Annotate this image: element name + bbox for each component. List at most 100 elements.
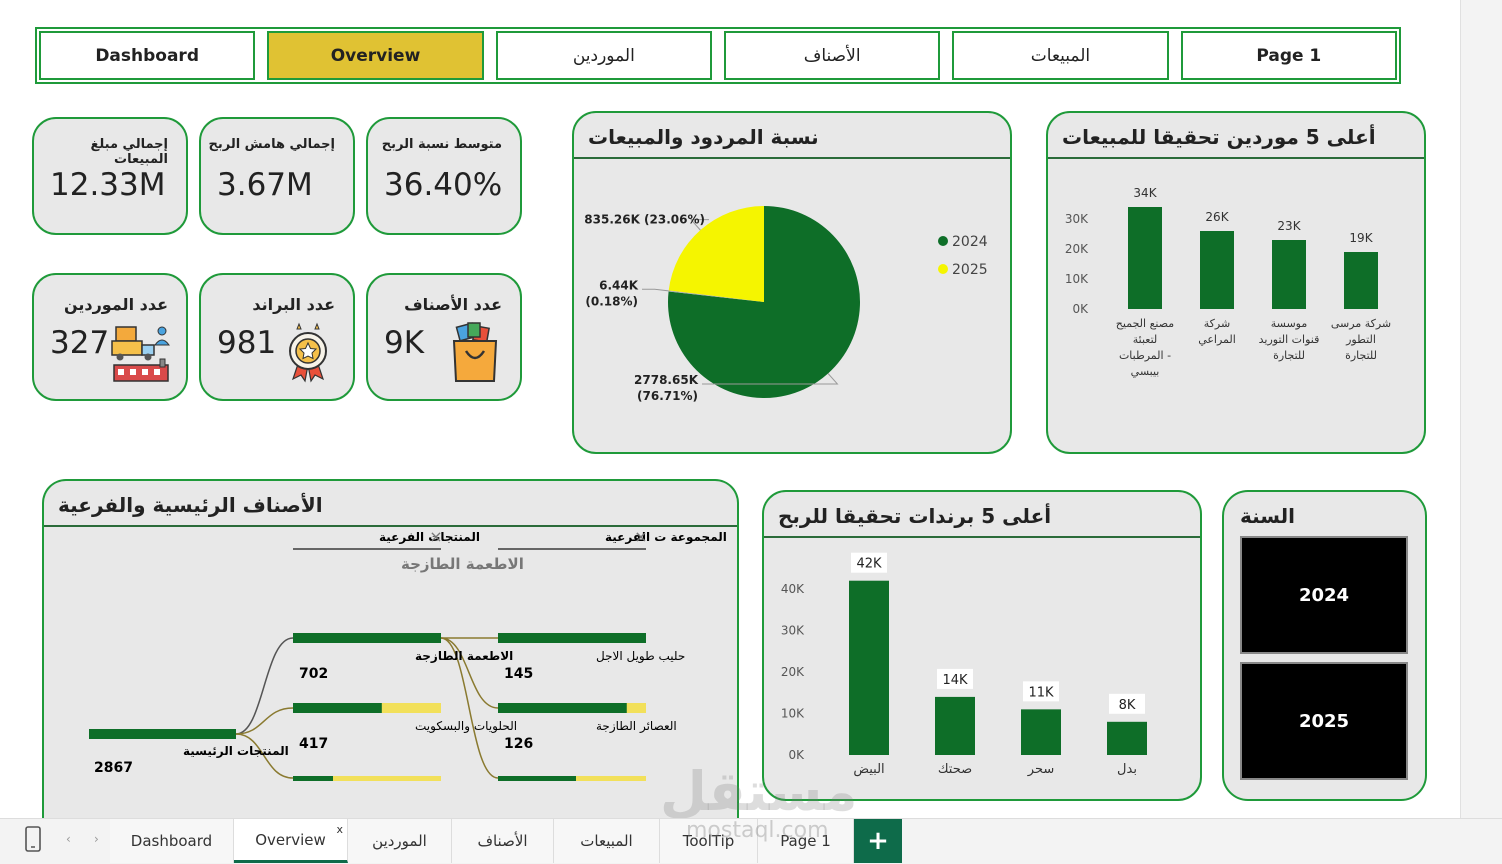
tab-categories[interactable]: الأصناف (452, 819, 554, 863)
bar[interactable] (1107, 721, 1147, 755)
pie-data-label: (76.71%) (637, 389, 698, 403)
bar[interactable] (1200, 231, 1234, 309)
category-label: لتعبئة (1133, 333, 1158, 346)
tab-page1[interactable]: Page 1 (758, 819, 854, 863)
report-canvas: Dashboard Overview الموردين الأصناف المب… (32, 27, 1427, 818)
kpi-value: 3.67M (217, 167, 313, 203)
kpi-value: 981 (217, 325, 277, 361)
categories-tree-panel: الأصناف الرئيسية والفرعية المنتجات الفرع… (42, 479, 739, 818)
nav-sales-button[interactable]: المبيعات (952, 31, 1169, 80)
top-navigation: Dashboard Overview الموردين الأصناف المب… (35, 27, 1401, 84)
nav-dashboard-button[interactable]: Dashboard (39, 31, 256, 80)
top-brands-panel: أعلى 5 برندات تحقيقا للربح 0K 10K 20K 30K 40… (762, 490, 1202, 801)
pie-slice-2025[interactable] (668, 206, 764, 302)
category-label: للتجارة (1345, 349, 1377, 362)
panel-title: أعلى 5 برندات تحقيقا للربح (764, 492, 1200, 538)
filter-label: المجموعة ت الفرعية (605, 530, 727, 545)
top-suppliers-bar-chart[interactable]: 0K 10K 20K 30K 34K مصنع الجميح لتعبئة المرطبات … (1048, 159, 1426, 454)
returns-sales-pie-panel: نسبة المردود والمبيعات 2778.65K (76.71%) 8… (572, 111, 1012, 454)
tree-level1: الاطعمة الطازجة 702 الحلويات والبسكويت 417 (293, 633, 517, 752)
category-label: قنوات التوريد (1259, 333, 1320, 346)
category-label: مصنع الجميح (1116, 317, 1174, 330)
y-tick-label: 20K (1065, 242, 1089, 256)
leader-line (689, 219, 709, 231)
nav-suppliers-button[interactable]: الموردين (495, 31, 712, 80)
data-label: 19K (1349, 231, 1373, 245)
category-label: التطور (1345, 333, 1376, 346)
bar[interactable] (1128, 207, 1162, 309)
pie-slice-other[interactable] (668, 290, 764, 302)
tab-suppliers[interactable]: الموردين (348, 819, 452, 863)
y-tick-label: 20K (781, 665, 805, 679)
nav-page1-button[interactable]: Page 1 (1180, 31, 1397, 80)
kpi-label: إجمالي هامش الربح (208, 137, 335, 152)
node-label: الاطعمة الطازجة (415, 649, 513, 663)
bar[interactable] (1272, 240, 1306, 309)
shopping-bag-icon (452, 322, 498, 382)
category-label: بدل (1117, 762, 1137, 777)
tab-overview[interactable]: Overview x (234, 819, 348, 863)
bar[interactable] (935, 696, 975, 755)
data-label-box (1109, 693, 1145, 714)
data-label: 23K (1277, 219, 1301, 233)
tab-tooltip[interactable]: ToolTip (660, 819, 758, 863)
data-label: 8K (1119, 698, 1136, 713)
top-brands-bar-chart[interactable]: 0K 10K 20K 30K 40K 42K البيض 14K صحتك 11K سحر 8K بدل (764, 538, 1202, 801)
y-tick-label: 0K (1072, 302, 1089, 316)
category-label: المراعي (1198, 333, 1236, 346)
leader-line (642, 288, 669, 292)
node-label: المنتجات الرئيسية (183, 744, 289, 758)
pie-data-label: (0.18%) (585, 294, 638, 308)
nav-categories-button[interactable]: الأصناف (723, 31, 941, 80)
kpi-label: إجمالي مبلغ المبيعات (90, 137, 168, 167)
brand-badge-icon (289, 322, 327, 383)
tree-node-level2[interactable]: العصائر الطازجة 126 (498, 703, 677, 752)
close-icon[interactable]: x (336, 823, 343, 836)
kpi-avg-margin: متوسط نسبة الربح 36.40% (366, 117, 522, 235)
right-pane-strip (1460, 0, 1502, 818)
node-value: 702 (299, 666, 328, 682)
pie-chart[interactable]: 2778.65K (76.71%) 835.26K (23.06%) 6.44K (0.… (574, 159, 1012, 454)
data-label: 26K (1205, 210, 1229, 224)
tree-node-partial (293, 776, 646, 781)
node-value: 2867 (94, 760, 133, 776)
year-2025-button[interactable]: 2025 (1240, 662, 1408, 780)
scroll-right-icon[interactable]: › (94, 832, 99, 846)
mobile-layout-icon[interactable] (22, 825, 44, 855)
category-label: موسسة (1271, 317, 1308, 330)
tree-node-root[interactable]: المنتجات الرئيسية 2867 (89, 729, 289, 776)
tab-dashboard[interactable]: Dashboard (110, 819, 234, 863)
year-2024-button[interactable]: 2024 (1240, 536, 1408, 654)
data-label: 14K (942, 673, 968, 688)
tree-node-level1[interactable]: الاطعمة الطازجة 702 (293, 633, 513, 682)
year-slicer-panel: السنة 2024 2025 (1222, 490, 1427, 801)
node-label: العصائر الطازجة (596, 719, 677, 734)
supplier-truck-icon (111, 326, 170, 382)
node-value: 145 (504, 666, 533, 682)
add-page-button[interactable]: + (854, 819, 902, 863)
y-tick-label: 30K (1065, 212, 1089, 226)
tree-node-level1[interactable]: الحلويات والبسكويت 417 (293, 703, 517, 752)
category-label: بيبسي (1131, 365, 1160, 378)
bar[interactable] (1021, 709, 1061, 755)
tab-sales[interactable]: المبيعات (554, 819, 660, 863)
y-tick-label: 10K (781, 707, 805, 721)
pie-data-label: 2778.65K (634, 373, 699, 387)
kpi-total-sales: إجمالي مبلغ المبيعات 12.33M (32, 117, 188, 235)
panel-title: نسبة المردود والمبيعات (574, 113, 1010, 159)
bar[interactable] (849, 580, 889, 755)
kpi-total-margin: إجمالي هامش الربح 3.67M (199, 117, 355, 235)
scroll-left-icon[interactable]: ‹ (66, 832, 71, 846)
tree-node-level2[interactable]: حليب طويل الاجل 145 (498, 633, 685, 682)
filter-chip-subgroups[interactable]: المجموعة ت الفرعية × (498, 527, 727, 550)
filter-label: المنتجات الفرعية (379, 530, 480, 544)
watermark-url: mostaql.com (686, 818, 829, 843)
nav-overview-button[interactable]: Overview (267, 31, 484, 80)
filter-chip-subproducts[interactable]: المنتجات الفرعية × الاطعمة الطازجة (293, 527, 524, 573)
node-label: الحلويات والبسكويت (415, 719, 517, 734)
decomposition-tree: المنتجات الفرعية × الاطعمة الطازجة المجم… (89, 527, 727, 781)
bar[interactable] (1344, 252, 1378, 309)
category-label: البيض (853, 762, 884, 777)
pie-data-label: 6.44K (599, 278, 639, 292)
category-label: شركة (1204, 317, 1230, 330)
